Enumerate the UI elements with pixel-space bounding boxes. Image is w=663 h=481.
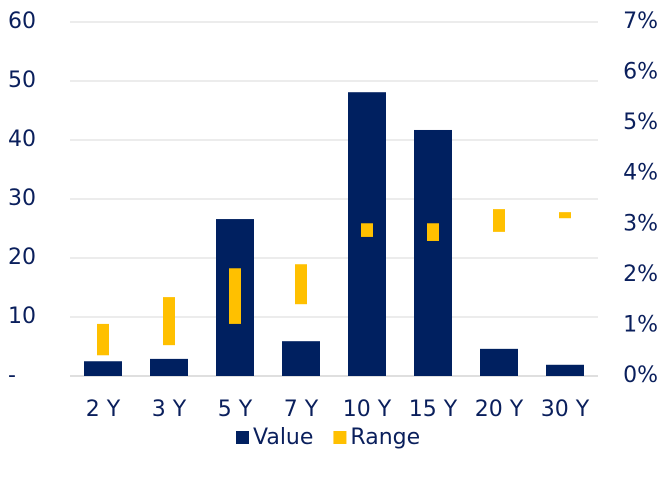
legend-label: Value <box>253 425 313 450</box>
range-bar <box>559 212 571 219</box>
y2-tick-label: 1% <box>623 312 658 337</box>
y-tick-label: 10 <box>8 304 36 329</box>
y2-tick-label: 0% <box>623 363 658 388</box>
y-tick-label: 20 <box>8 245 36 270</box>
bar <box>414 129 452 376</box>
y-tick-label: 30 <box>8 186 36 211</box>
x-tick-label: 2 Y <box>86 397 121 422</box>
range-bar <box>229 268 241 324</box>
x-tick-label: 10 Y <box>343 397 392 422</box>
x-tick-label: 20 Y <box>475 397 524 422</box>
range-bar <box>97 323 109 356</box>
y-tick-label: 50 <box>8 68 36 93</box>
x-tick-label: 7 Y <box>284 397 319 422</box>
legend-swatch <box>236 431 249 444</box>
y-tick-label: - <box>8 363 16 388</box>
legend-label: Range <box>350 425 420 450</box>
bar <box>546 364 584 376</box>
bar <box>84 361 122 376</box>
range-bar <box>295 264 307 305</box>
range-bar <box>493 209 505 232</box>
legend-swatch <box>333 431 347 444</box>
y2-tick-label: 2% <box>623 262 658 287</box>
x-tick-label: 5 Y <box>218 397 253 422</box>
x-tick-label: 15 Y <box>409 397 458 422</box>
x-tick-label: 30 Y <box>541 397 590 422</box>
range-bar <box>163 297 175 346</box>
bar <box>150 358 188 376</box>
x-tick-label: 3 Y <box>152 397 187 422</box>
y2-tick-label: 5% <box>623 110 658 135</box>
bar <box>480 348 518 376</box>
y-tick-label: 40 <box>8 127 36 152</box>
y2-tick-label: 6% <box>623 60 658 85</box>
y-tick-label: 60 <box>8 9 36 34</box>
y2-tick-label: 4% <box>623 161 658 186</box>
range-bar <box>361 223 373 237</box>
y2-tick-label: 3% <box>623 211 658 236</box>
range-bar <box>427 223 439 241</box>
bar <box>282 341 320 376</box>
y2-tick-label: 7% <box>623 9 658 34</box>
